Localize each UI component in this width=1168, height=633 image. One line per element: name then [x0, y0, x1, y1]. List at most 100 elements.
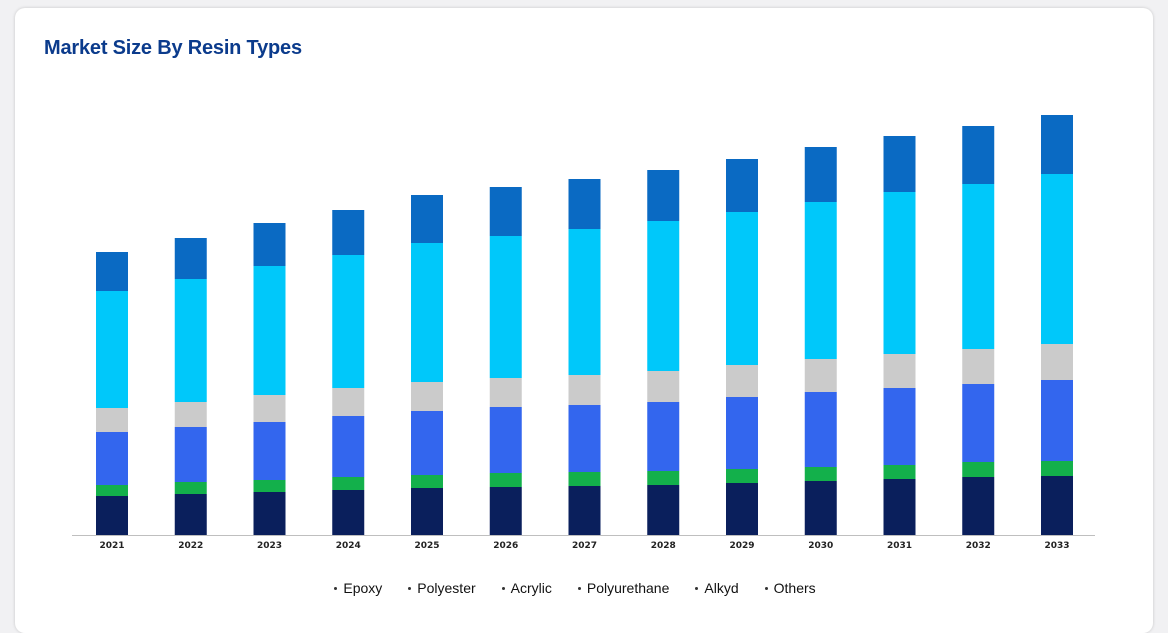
bar-segment-polyester-2024	[332, 477, 365, 490]
legend-bullet	[577, 586, 581, 590]
legend-bullet	[695, 586, 699, 590]
legend-item-polyurethane: Polyurethane	[577, 580, 670, 596]
bar-segment-polyurethane-2024	[332, 388, 365, 416]
bar-segment-polyurethane-2032	[962, 349, 995, 384]
x-tick-label: 2027	[572, 541, 597, 551]
bar-segment-polyester-2026	[489, 473, 522, 487]
bar-segment-polyester-2022	[174, 482, 207, 494]
legend-item-others: Others	[764, 580, 816, 596]
chart-title: Market Size By Resin Types	[44, 37, 302, 59]
bar-segment-others-2033	[1041, 115, 1073, 174]
legend-label: Acrylic	[510, 580, 552, 596]
bar-segment-others-2024	[332, 210, 365, 255]
legend-label: Alkyd	[704, 580, 739, 596]
bar-segment-others-2027	[568, 179, 601, 229]
bar-segment-polyester-2033	[1041, 461, 1073, 476]
bar-segment-alkyd-2032	[962, 184, 995, 349]
bar-segment-alkyd-2024	[332, 255, 365, 388]
bar-segment-polyester-2028	[647, 471, 680, 485]
legend-bullet	[408, 586, 412, 590]
bar-segment-epoxy-2032	[962, 477, 995, 535]
bar-segment-polyurethane-2026	[489, 378, 522, 407]
x-tick-label: 2031	[887, 541, 912, 551]
bar-segment-acrylic-2028	[647, 402, 680, 471]
x-tick-label: 2032	[966, 541, 991, 551]
bar-segment-others-2022	[174, 238, 207, 279]
legend: Epoxy Polyester Acrylic Polyurethane Alk…	[0, 580, 1150, 596]
bar-segment-polyurethane-2028	[647, 371, 680, 402]
bar-segment-polyester-2023	[253, 480, 286, 492]
bar-segment-acrylic-2029	[726, 397, 758, 469]
legend-label: Polyurethane	[586, 580, 670, 596]
legend-bullet	[764, 586, 768, 590]
x-tick-label: 2030	[808, 541, 833, 551]
bar-segment-epoxy-2030	[804, 481, 837, 535]
bar-segment-polyurethane-2021	[96, 408, 128, 432]
x-tick-label: 2028	[651, 541, 676, 551]
bar-segment-epoxy-2021	[96, 496, 128, 535]
bar-segment-epoxy-2026	[489, 487, 522, 535]
bar-segment-others-2029	[726, 159, 758, 212]
x-tick-label: 2029	[729, 541, 754, 551]
bar-segment-epoxy-2025	[411, 488, 443, 535]
legend-bullet	[501, 586, 505, 590]
bar-segment-alkyd-2030	[804, 202, 837, 359]
bar-segment-others-2023	[253, 223, 286, 266]
bar-segment-acrylic-2021	[96, 432, 128, 485]
bar-segment-alkyd-2027	[568, 229, 601, 375]
bar-segment-polyester-2030	[804, 467, 837, 481]
legend-label: Others	[773, 580, 816, 596]
bar-segment-polyurethane-2031	[883, 354, 916, 388]
legend-item-epoxy: Epoxy	[334, 580, 382, 596]
legend-item-polyester: Polyester	[408, 580, 476, 596]
x-tick-label: 2022	[178, 541, 203, 551]
bar-segment-acrylic-2027	[568, 405, 601, 472]
bar-segment-acrylic-2030	[804, 392, 837, 467]
bar-segment-polyurethane-2022	[174, 402, 207, 427]
bar-segment-others-2025	[411, 195, 443, 243]
bar-segment-polyurethane-2023	[253, 395, 286, 422]
bar-segment-alkyd-2023	[253, 266, 286, 395]
bar-segment-alkyd-2021	[96, 291, 128, 408]
bar-segment-epoxy-2027	[568, 486, 601, 535]
bar-segment-polyester-2031	[883, 465, 916, 479]
bar-segment-epoxy-2029	[726, 483, 758, 535]
bar-segment-polyester-2027	[568, 472, 601, 486]
legend-item-alkyd: Alkyd	[695, 580, 739, 596]
bar-segment-alkyd-2026	[489, 236, 522, 378]
bar-segment-others-2021	[96, 252, 128, 291]
bar-segment-acrylic-2033	[1041, 380, 1073, 461]
bar-segment-acrylic-2022	[174, 427, 207, 482]
bar-segment-others-2030	[804, 147, 837, 202]
bar-segment-alkyd-2031	[883, 192, 916, 354]
x-tick-label: 2023	[257, 541, 282, 551]
bar-segment-others-2028	[647, 170, 680, 221]
bar-segment-acrylic-2025	[411, 411, 443, 475]
bar-segment-others-2026	[489, 187, 522, 236]
bar-segment-alkyd-2025	[411, 243, 443, 382]
bar-segment-polyurethane-2029	[726, 365, 758, 397]
bar-segment-epoxy-2033	[1041, 476, 1073, 535]
bar-segment-polyurethane-2033	[1041, 344, 1073, 380]
bar-segment-alkyd-2022	[174, 279, 207, 402]
bar-segment-acrylic-2023	[253, 422, 286, 480]
bar-segment-others-2032	[962, 126, 995, 184]
x-tick-label: 2025	[414, 541, 439, 551]
bar-segment-epoxy-2028	[647, 485, 680, 535]
x-tick-label: 2033	[1044, 541, 1069, 551]
bar-segment-epoxy-2023	[253, 492, 286, 535]
bar-segment-acrylic-2026	[489, 407, 522, 473]
bar-segment-epoxy-2022	[174, 494, 207, 535]
bar-segment-epoxy-2024	[332, 490, 365, 535]
bar-segment-alkyd-2029	[726, 212, 758, 365]
bar-segment-polyester-2025	[411, 475, 443, 488]
legend-item-acrylic: Acrylic	[501, 580, 552, 596]
bar-segment-polyester-2029	[726, 469, 758, 483]
bar-segment-acrylic-2024	[332, 416, 365, 477]
bar-segment-alkyd-2033	[1041, 174, 1073, 344]
bar-segment-polyurethane-2030	[804, 359, 837, 392]
bar-segment-polyester-2021	[96, 485, 128, 496]
bar-segment-others-2031	[883, 136, 916, 192]
x-tick-label: 2024	[336, 541, 361, 551]
